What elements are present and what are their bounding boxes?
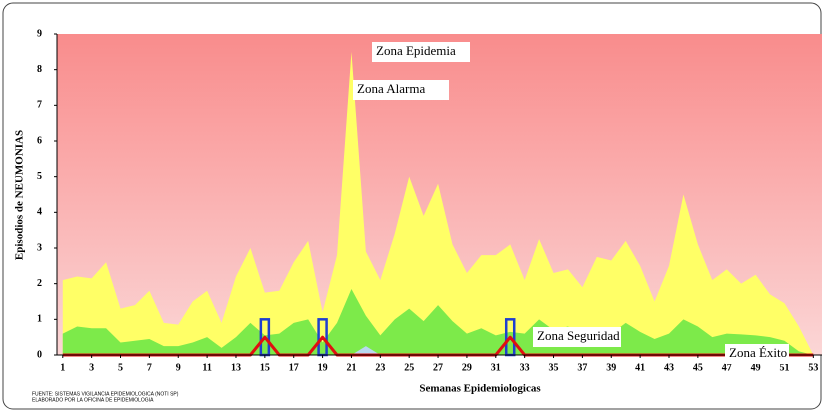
zone-area	[62, 289, 814, 355]
x-tick-label: 43	[664, 362, 674, 373]
x-tick-label: 53	[808, 362, 818, 373]
x-tick-label: 25	[404, 362, 414, 373]
x-axis-label: Semanas Epidemiologicas	[419, 383, 541, 395]
x-tick-label: 47	[722, 362, 732, 373]
x-tick-label: 41	[635, 362, 645, 373]
y-tick-label: 8	[37, 64, 42, 75]
x-tick-label: 39	[606, 362, 616, 373]
y-axis-label: Episodios de NEUMONIAS	[14, 130, 26, 260]
x-tick-label: 23	[375, 362, 385, 373]
annotation-box	[353, 80, 449, 100]
annotation: Zona Epidemia	[376, 43, 456, 58]
x-tick-label: 33	[520, 362, 530, 373]
source-note: FUENTE: SISTEMAS VIGILANCIA EPIDEMIOLOGI…	[32, 391, 179, 397]
zone-area	[62, 51, 814, 355]
x-tick-label: 1	[60, 362, 65, 373]
x-tick-label: 5	[118, 362, 123, 373]
y-tick-label: 3	[37, 242, 42, 253]
x-tick-label: 13	[231, 362, 241, 373]
x-tick-label: 7	[147, 362, 152, 373]
y-tick-label: 7	[37, 100, 42, 111]
source-note: ELABORADO POR LA OFICINA DE EPIDEMIOLOGI…	[32, 397, 154, 403]
x-tick-label: 35	[549, 362, 559, 373]
x-tick-label: 15	[260, 362, 270, 373]
annotation: Zona Éxito	[729, 345, 787, 360]
x-tick-label: 9	[176, 362, 181, 373]
y-tick-label: 6	[37, 135, 42, 146]
annotation-box	[372, 42, 470, 62]
y-tick-label: 5	[37, 171, 42, 182]
y-tick-label: 2	[37, 278, 42, 289]
annotation-box	[725, 344, 789, 364]
x-tick-label: 17	[289, 362, 299, 373]
y-tick-label: 1	[37, 314, 42, 325]
annotation: Zona Alarma	[357, 81, 425, 96]
x-tick-label: 21	[346, 362, 356, 373]
x-tick-label: 11	[202, 362, 211, 373]
x-tick-label: 27	[433, 362, 443, 373]
x-tick-label: 29	[462, 362, 472, 373]
x-tick-label: 51	[779, 362, 789, 373]
x-tick-label: 49	[751, 362, 761, 373]
x-tick-label: 3	[89, 362, 94, 373]
x-tick-label: 19	[318, 362, 328, 373]
y-tick-label: 4	[37, 207, 42, 218]
y-tick-label: 9	[37, 28, 42, 39]
x-tick-label: 31	[491, 362, 501, 373]
annotations: Zona Epidemia Zona Alarma Zona Seguridad Zo…	[353, 42, 789, 364]
x-tick-label: 45	[693, 362, 703, 373]
x-tick-label: 37	[577, 362, 587, 373]
annotation-box	[533, 327, 621, 347]
y-tick-label: 0	[37, 349, 42, 360]
annotation: Zona Seguridad	[537, 328, 620, 343]
